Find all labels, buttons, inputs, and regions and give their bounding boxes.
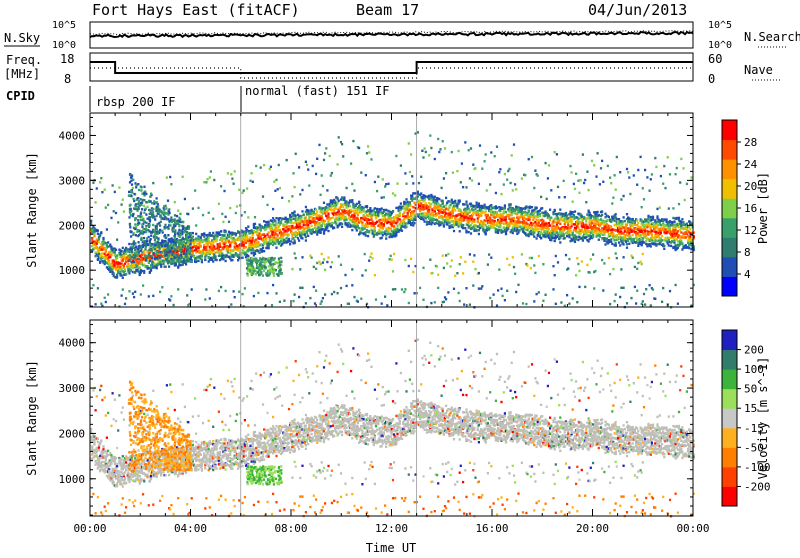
x-tick-label: 04:00: [174, 522, 207, 535]
y-tick-label: 2000: [59, 427, 86, 440]
y-tick-label: 3000: [59, 382, 86, 395]
freq-panel: Freq. [MHz] 18 8 60 0 Nave: [4, 52, 780, 86]
velocity-ylabel: Slant Range [km]: [25, 360, 39, 476]
beam-label: Beam 17: [356, 1, 419, 19]
power-ylabel: Slant Range [km]: [25, 152, 39, 268]
station-title: Fort Hays East (fitACF): [92, 1, 300, 19]
colorbar-swatch: [722, 237, 737, 257]
y-tick-label: 1000: [59, 473, 86, 486]
nsky-panel: N.Sky 10^5 10^0 10^5 10^0 N.Search: [4, 20, 800, 51]
nave-tick-bottom: 0: [708, 72, 715, 86]
colorbar-tick: 200: [744, 344, 764, 357]
colorbar-swatch: [722, 408, 737, 428]
colorbar-swatch: [722, 159, 737, 179]
colorbar-swatch: [722, 350, 737, 370]
colorbar-tick: 28: [744, 136, 757, 149]
y-tick-label: 4000: [59, 129, 86, 142]
colorbar-swatch: [722, 179, 737, 199]
y-tick-label: 3000: [59, 174, 86, 187]
velocity-xlabel: Time UT: [366, 541, 417, 554]
x-tick-label: 16:00: [475, 522, 508, 535]
cpid-segment-1: rbsp 200 IF: [96, 95, 175, 109]
colorbar-swatch: [722, 257, 737, 277]
colorbar-swatch: [722, 467, 737, 487]
nsearch-label: N.Search: [744, 30, 800, 44]
cpid-label: CPID: [6, 89, 35, 103]
colorbar-swatch: [722, 389, 737, 409]
colorbar-swatch: [722, 198, 737, 218]
colorbar-swatch: [722, 120, 737, 140]
x-tick-label: 08:00: [274, 522, 307, 535]
nave-label: Nave: [744, 63, 773, 77]
x-tick-label: 00:00: [676, 522, 709, 535]
y-tick-label: 4000: [59, 337, 86, 350]
x-tick-label: 12:00: [375, 522, 408, 535]
nsearch-tick-bottom: 10^0: [708, 40, 732, 51]
freq-label: Freq.: [6, 53, 42, 67]
velocity-panel: 1000 2000 3000 4000 00:00 04:00 08:00 12:00 16:…: [25, 320, 710, 554]
colorbar-swatch: [722, 447, 737, 467]
colorbar-swatch: [722, 369, 737, 389]
nsky-trace: [90, 32, 693, 37]
y-tick-label: 2000: [59, 219, 86, 232]
colorbar-tick: 8: [744, 246, 751, 259]
x-tick-label: 20:00: [576, 522, 609, 535]
colorbar-swatch: [722, 140, 737, 160]
freq-tick-top: 18: [60, 52, 74, 66]
colorbar-swatch: [722, 276, 737, 296]
nsky-tick-bottom: 10^0: [52, 40, 76, 51]
nsearch-tick-top: 10^5: [708, 20, 732, 31]
cpid-segment-2: normal (fast) 151 IF: [245, 84, 390, 98]
nsky-tick-top: 10^5: [52, 20, 76, 31]
colorbar-swatch: [722, 218, 737, 238]
freq-tick-bottom: 8: [64, 72, 71, 86]
colorbar-swatch: [722, 486, 737, 506]
power-colorbar-label: Power [dB]: [756, 172, 770, 244]
colorbar-swatch: [722, 330, 737, 350]
nave-tick-top: 60: [708, 52, 722, 66]
date-label: 04/Jun/2013: [588, 1, 687, 19]
velocity-colorbar-label: Velocity [m s^-1]: [756, 357, 770, 480]
y-tick-label: 1000: [59, 264, 86, 277]
colorbar-tick: 4: [744, 268, 751, 281]
cpid-panel: CPID rbsp 200 IF normal (fast) 151 IF: [6, 84, 390, 112]
freq-unit: [MHz]: [4, 67, 40, 81]
x-tick-label: 00:00: [73, 522, 106, 535]
power-panel: 1000 2000 3000 4000 Slant Range [km]: [25, 113, 695, 309]
colorbar-swatch: [722, 428, 737, 448]
colorbar-tick: -200: [744, 480, 771, 493]
nsky-label: N.Sky: [4, 31, 40, 45]
colorbar-tick: 24: [744, 158, 758, 171]
